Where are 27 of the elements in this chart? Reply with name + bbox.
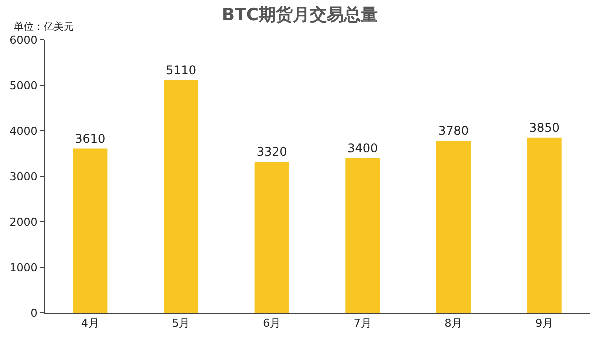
data-label: 3850 [529,120,560,135]
x-tick-label: 8月 [444,317,463,330]
y-tick-label: 3000 [10,170,38,184]
y-tick-label: 0 [30,306,38,320]
x-tick-label: 5月 [172,317,190,330]
chart-title: BTC期货月交易总量 [222,5,378,26]
data-label: 3320 [256,144,288,159]
data-label: 3610 [75,132,106,146]
y-tick-label: 1000 [10,261,38,274]
data-label: 3400 [348,141,378,156]
data-label: 5110 [166,64,197,78]
y-tick-label: 2000 [10,216,38,229]
bar [346,158,380,313]
y-tick-label: 6000 [10,34,38,47]
text: 单位：亿美元 [14,21,74,33]
bar [436,141,472,313]
x-tick-label: 9月 [536,317,554,330]
x-tick-label: 6月 [263,317,282,330]
data-label: 3780 [438,124,470,138]
x-tick-label: 7月 [354,317,372,330]
bar [254,162,290,313]
y-tick-label: 4000 [10,124,38,138]
y-tick-label: 5000 [10,79,38,92]
x-tick-label: 4月 [81,317,100,330]
bar [73,148,108,313]
bar [527,138,562,313]
bar [164,80,199,313]
